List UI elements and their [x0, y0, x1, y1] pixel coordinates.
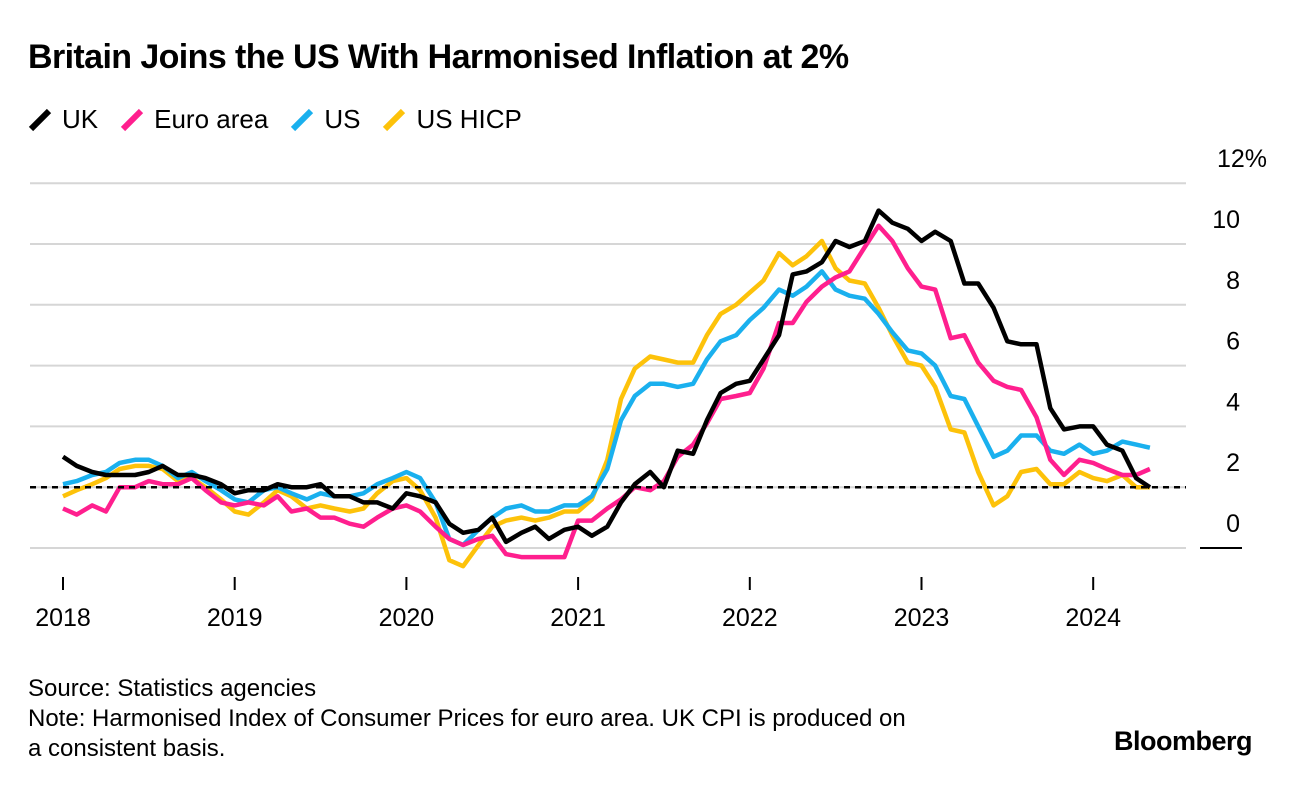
- x-tick-label-2024: 2024: [1065, 604, 1121, 632]
- legend-swatch-uk-icon: [28, 108, 52, 131]
- x-tick-label-2019: 2019: [207, 604, 263, 632]
- legend-label-us: US: [324, 104, 361, 134]
- footer-notes: Source: Statistics agencies Note: Harmon…: [28, 674, 906, 764]
- series-line-uk: [61, 208, 1152, 545]
- x-tick-label-2020: 2020: [379, 604, 435, 632]
- bloomberg-logo: Bloomberg: [1114, 726, 1253, 756]
- series-line-euro-area: [62, 223, 1151, 560]
- x-tick-label-2022: 2022: [722, 604, 778, 632]
- legend-swatch-euro-area-icon: [121, 108, 144, 131]
- y-tick-label-8: 8: [1226, 267, 1240, 295]
- series-line-us-hicp: [62, 238, 1150, 569]
- line-chart: 0 2 4 6 8 10 12% 2018 2019 2020 2021 2022 2023 2024: [30, 145, 1267, 632]
- legend-label-us-hicp: US HICP: [416, 104, 522, 134]
- note-text-line-1: Note: Harmonised Index of Consumer Price…: [28, 705, 906, 732]
- y-tick-label-2: 2: [1226, 449, 1240, 477]
- legend-swatch-us-hicp-icon: [383, 108, 406, 131]
- x-tick-label-2021: 2021: [550, 604, 606, 632]
- legend: UK Euro area US US HICP: [28, 104, 544, 135]
- y-tick-label-top: 12%: [1217, 145, 1267, 173]
- legend-item-us: US: [290, 104, 360, 135]
- legend-item-uk: UK: [28, 104, 98, 135]
- source-text: Source: Statistics agencies: [28, 675, 317, 702]
- y-tick-label-0: 0: [1226, 510, 1240, 538]
- legend-item-euro-area: Euro area: [120, 104, 268, 135]
- x-tick-label-2023: 2023: [894, 604, 950, 632]
- x-tick-label-2018: 2018: [35, 604, 91, 632]
- legend-label-euro-area: Euro area: [154, 104, 269, 134]
- y-tick-label-10: 10: [1212, 206, 1240, 234]
- y-tick-label-6: 6: [1226, 328, 1240, 356]
- chart-title: Britain Joins the US With Harmonised Inf…: [28, 38, 849, 76]
- note-text-line-2: a consistent basis.: [28, 735, 226, 762]
- y-tick-label-4: 4: [1226, 388, 1240, 416]
- legend-item-us-hicp: US HICP: [382, 104, 522, 135]
- legend-swatch-us-icon: [291, 108, 314, 131]
- legend-label-uk: UK: [62, 104, 99, 134]
